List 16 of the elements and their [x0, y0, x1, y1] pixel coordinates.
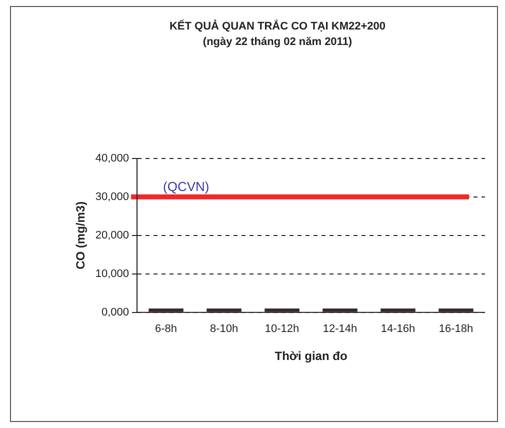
y-tick-label: 10,000: [95, 268, 130, 280]
y-tick-label: 0,000: [102, 306, 130, 318]
y-tick-label: 20,000: [95, 229, 130, 242]
x-tick-label: 6-8h: [155, 323, 178, 336]
chart-title: KẾT QUẢ QUAN TRẮC CO TẠI KM22+200: [169, 20, 386, 33]
x-tick-label: 12-14h: [322, 323, 358, 336]
x-tick-label: 10-12h: [264, 323, 300, 336]
x-axis-title: Thời gian đo: [274, 349, 348, 364]
ref-line-label: (QCVN): [163, 178, 210, 194]
y-tick-label: 40,000: [95, 152, 130, 164]
chart-subtitle: (ngày 22 tháng 02 năm 2011): [202, 36, 352, 48]
y-tick-label: 30,000: [95, 190, 130, 203]
y-axis-title: CO (mg/m3): [74, 201, 88, 270]
x-tick-label: 14-16h: [380, 323, 416, 336]
x-tick-label: 16-18h: [438, 323, 474, 336]
x-tick-label: 8-10h: [210, 323, 238, 336]
